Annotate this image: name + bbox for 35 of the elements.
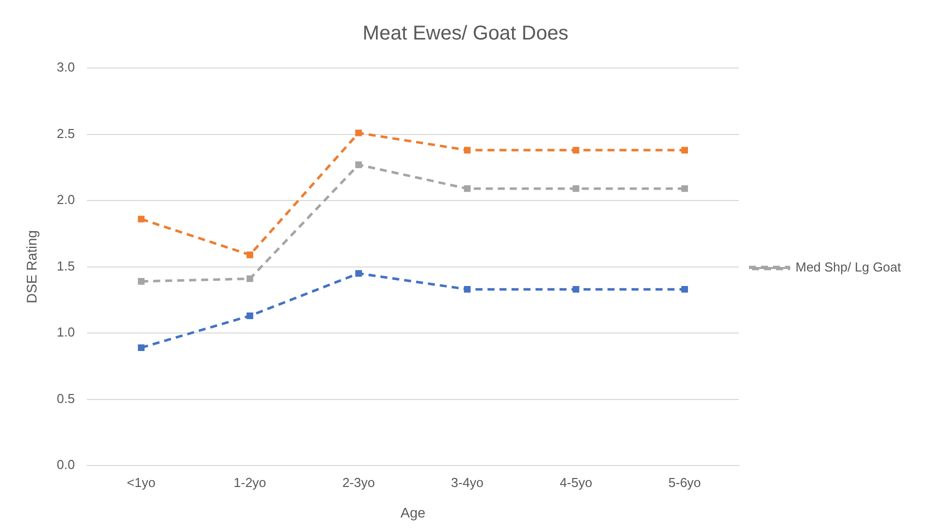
point: [138, 344, 145, 351]
point: [464, 286, 471, 293]
point: [572, 146, 580, 154]
x-tick-label: 5-6yo: [668, 474, 701, 490]
x-tick-label: <1yo: [126, 474, 156, 490]
point: [138, 216, 145, 222]
legend-label: Med Shp/ Lg Goat: [795, 260, 902, 275]
point: [355, 130, 362, 136]
point: [246, 252, 254, 258]
point: [355, 161, 362, 168]
y-tick-label: 1.0: [56, 324, 75, 340]
point: [464, 146, 471, 154]
point: [681, 185, 688, 192]
x-tick-label: 4-5yo: [560, 474, 592, 490]
y-tick-label: 3.0: [56, 60, 75, 75]
point: [572, 185, 580, 192]
y-tick-label: 0.5: [56, 390, 75, 406]
x-axis-title: Age: [400, 504, 426, 520]
x-tick-label: 2-3yo: [342, 474, 375, 490]
x-tick-label: 1-2yo: [234, 474, 266, 490]
point: [681, 146, 688, 154]
point: [355, 270, 362, 277]
x-tick-label: 3-4yo: [451, 474, 484, 490]
point: [572, 286, 580, 293]
point: [464, 185, 471, 192]
point: [246, 312, 254, 320]
y-tick-label: 2.5: [56, 126, 75, 141]
y-tick-label: 1.5: [56, 258, 75, 274]
chart-title: Meat Ewes/ Goat Does: [362, 22, 568, 45]
point: [246, 275, 254, 282]
point: [138, 278, 145, 285]
y-tick-label: 0.0: [56, 457, 75, 472]
point: [681, 286, 688, 293]
y-axis-title: DSE Rating: [23, 230, 40, 304]
y-tick-label: 2.0: [56, 192, 75, 208]
